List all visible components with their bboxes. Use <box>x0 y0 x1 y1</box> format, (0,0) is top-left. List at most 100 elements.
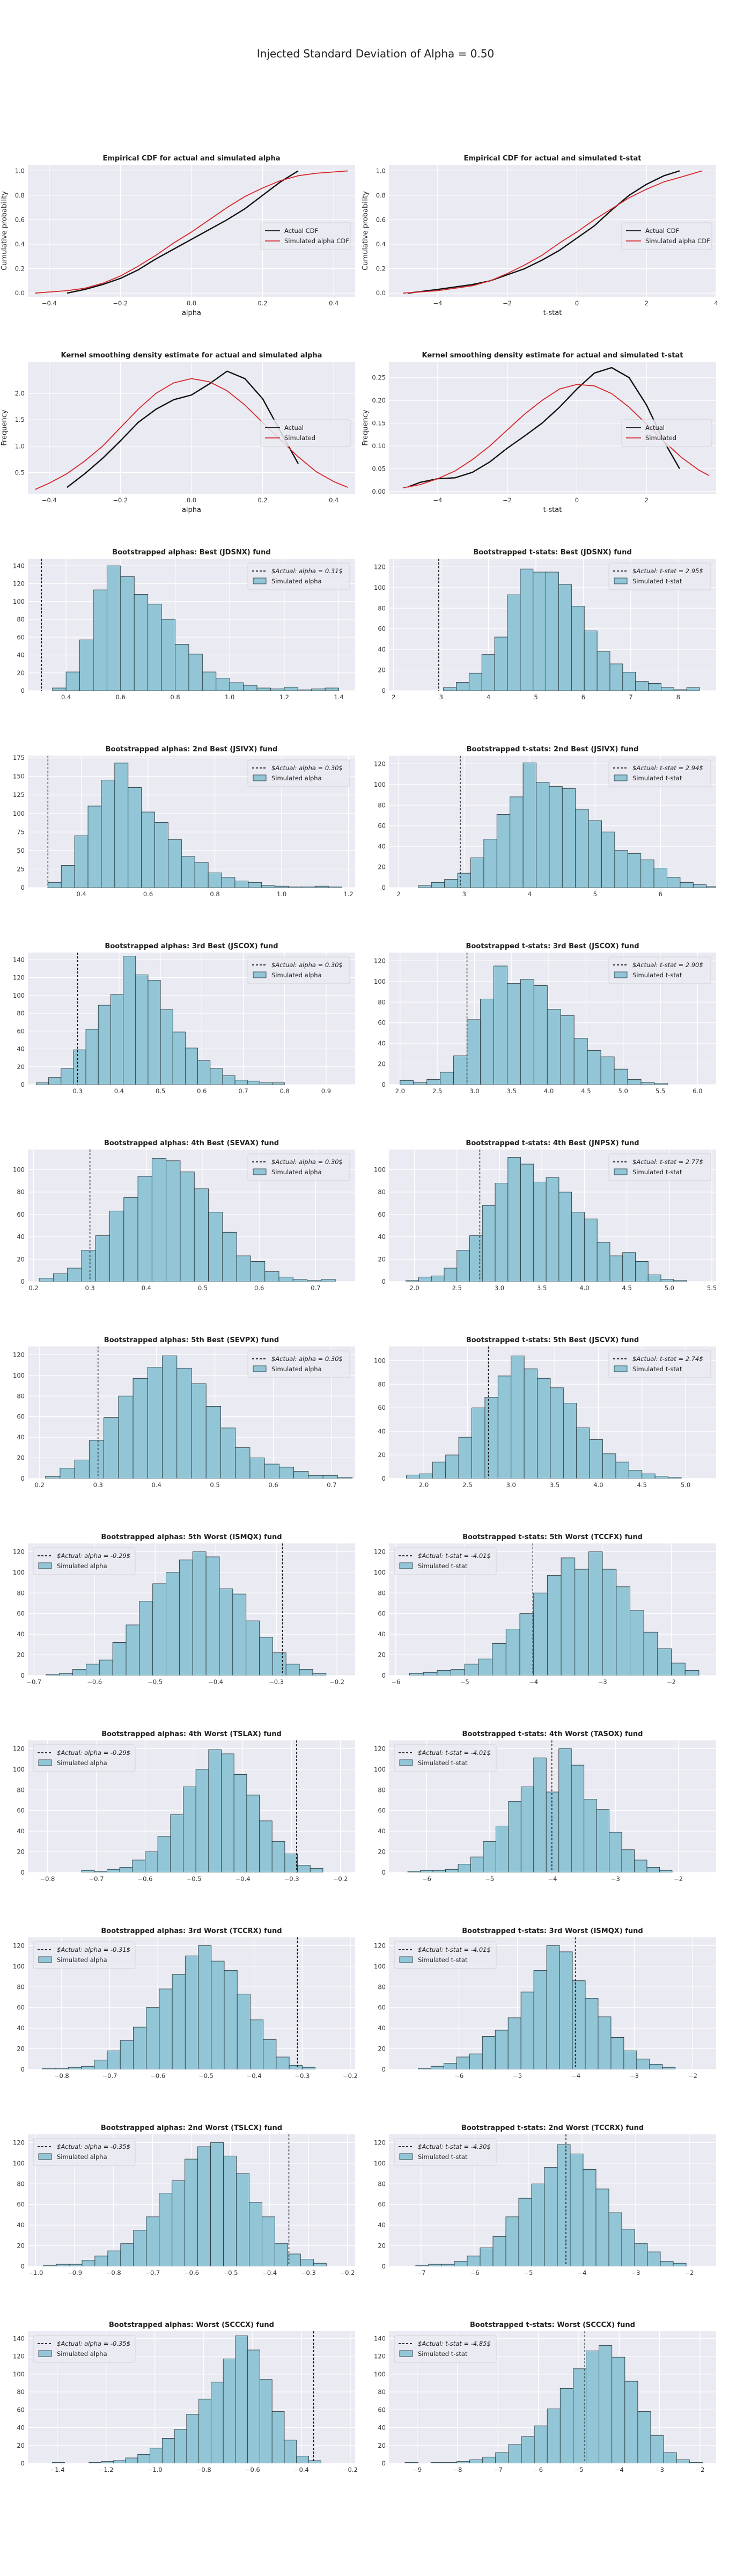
histogram-bar <box>547 2409 561 2463</box>
histogram-bar <box>561 1557 576 1675</box>
chart-title: Bootstrapped t-stats: 5th Worst (TCCFX) … <box>462 1533 643 1541</box>
histogram-bar <box>45 1476 61 1479</box>
histogram-bar <box>627 1079 642 1085</box>
y-tick-label: 100 <box>13 2370 25 2378</box>
histogram-bar <box>469 2459 483 2463</box>
x-tick-label: 3.0 <box>469 1087 479 1095</box>
histogram-bar <box>467 2256 481 2266</box>
histogram-bar <box>612 2357 625 2463</box>
chart-title: Bootstrapped alphas: 4th Best (SEVAX) fu… <box>104 1139 279 1147</box>
histogram-bar <box>497 1375 512 1479</box>
y-tick-label: 0 <box>21 2263 25 2270</box>
histogram-bar <box>418 1277 432 1282</box>
histogram-bar <box>647 1275 661 1282</box>
x-tick-label: 2.5 <box>432 1087 442 1095</box>
x-tick-label: 0.8 <box>210 890 219 898</box>
histogram-bar <box>313 2263 327 2266</box>
x-tick-label: 3.5 <box>537 1284 547 1292</box>
x-tick-label: −3 <box>655 2466 664 2473</box>
legend-swatch <box>38 2153 52 2160</box>
histogram-bar <box>673 1280 687 1282</box>
plot-area <box>47 756 342 888</box>
panel-kde-tstat: −4 −2 0 2 0.00 0.05 0.10 0.15 0.20 0.25 Kernel smo… <box>362 352 716 514</box>
x-tick-label: −4 <box>578 2269 587 2277</box>
histogram-bar <box>571 1212 585 1282</box>
legend-box <box>608 1350 711 1378</box>
y-tick-label: 40 <box>17 2424 25 2432</box>
histogram-bar <box>600 1056 615 1085</box>
x-tick-label: −0.7 <box>26 1678 41 1686</box>
x-tick-label: −6 <box>534 2466 543 2473</box>
histogram-bar <box>285 1664 300 1675</box>
histogram-bar <box>297 689 312 691</box>
plot-area <box>41 559 339 691</box>
chart-title: Bootstrapped alphas: 2nd Worst (TSLCX) f… <box>101 2124 282 2132</box>
histogram-bar <box>297 1865 311 1872</box>
histogram-bar <box>640 1082 655 1085</box>
x-tick-label: −0.5 <box>198 2072 213 2080</box>
legend: $Actual: alpha = 0.30$ Simulated alpha <box>247 1153 350 1181</box>
histogram-bar <box>469 1235 483 1282</box>
histogram-bar <box>560 1015 575 1085</box>
legend: $Actual: alpha = -0.35$ Simulated alpha <box>33 2335 136 2363</box>
panel-h-t-worst3: −6 −5 −4 −3 −2 0 20 40 60 80 100 120 Bootstrapped t-… <box>374 1927 716 2080</box>
legend-label: Simulated alpha <box>57 1956 107 1964</box>
y-tick-label: 20 <box>17 1848 25 1856</box>
histogram-bar <box>571 605 585 691</box>
histogram-bar <box>52 687 67 691</box>
histogram-bar <box>160 1009 173 1085</box>
histogram-bar <box>260 2379 273 2463</box>
legend-label: Simulated alpha <box>57 2153 107 2161</box>
plot-area <box>46 1543 327 1675</box>
histogram-bar <box>107 1869 120 1872</box>
legend-box <box>247 759 350 787</box>
histogram-bar <box>296 2456 309 2463</box>
panel-h-t-best3: 2.0 2.5 3.0 3.5 4.0 4.5 5.0 5.5 6.0 0 20 40 60 80 100 1… <box>374 942 716 1095</box>
legend-swatch <box>253 1168 267 1175</box>
series-line-2 <box>34 378 349 490</box>
histogram-bar <box>69 2264 83 2266</box>
x-tick-label: −0.2 <box>333 1875 348 1883</box>
histogram-bar <box>186 2414 200 2463</box>
y-tick-label: 100 <box>374 1166 386 1174</box>
y-tick-label: 40 <box>17 1233 25 1241</box>
histogram-bar <box>208 1212 223 1282</box>
histogram-bar <box>211 1960 225 2069</box>
panel-h-a-worst2: −1.0 −0.9 −0.8 −0.7 −0.6 −0.5 −0.4 −0.3 −0.2 0 20 4… <box>13 2124 355 2277</box>
x-tick-label: 0.0 <box>187 299 196 307</box>
histogram-bar <box>628 1470 643 1479</box>
x-tick-label: 6 <box>581 693 585 701</box>
histogram-bar <box>570 2154 584 2266</box>
histogram-bar <box>43 2265 57 2266</box>
x-tick-label: 5.0 <box>619 1087 628 1095</box>
histogram-bar <box>271 2411 285 2463</box>
x-tick-label: −9 <box>413 2466 422 2473</box>
histogram-bar <box>197 2146 211 2266</box>
y-tick-label: 20 <box>17 669 25 677</box>
y-tick-label: 60 <box>17 1610 25 1618</box>
y-tick-label: 0.25 <box>372 374 386 382</box>
y-tick-label: 0.5 <box>15 469 25 477</box>
histogram-bar <box>453 1055 468 1085</box>
y-tick-label: 25 <box>17 865 25 873</box>
chart-title: Bootstrapped alphas: Best (JDSNX) fund <box>112 548 270 557</box>
legend-label: Simulated alpha <box>271 1365 322 1373</box>
histogram-bar <box>602 1453 616 1479</box>
x-tick-label: 0.6 <box>143 890 153 898</box>
histogram-bar <box>457 2461 470 2463</box>
histogram-bar <box>112 1642 127 1675</box>
histogram-bar <box>256 687 271 691</box>
y-tick-label: 100 <box>13 810 25 817</box>
y-tick-label: 80 <box>378 998 386 1006</box>
y-tick-label: 20 <box>378 1255 386 1263</box>
y-tick-label: 2.0 <box>15 390 25 397</box>
histogram-bar <box>259 1637 273 1675</box>
x-tick-label: 0.2 <box>257 496 267 504</box>
histogram-bar <box>520 1992 534 2069</box>
histogram-bar <box>660 1279 674 1282</box>
histogram-bar <box>235 1447 251 1479</box>
legend-label: $Actual: t-stat = 2.94$ <box>632 764 703 772</box>
x-tick-label: −6 <box>391 1678 400 1686</box>
histogram-bar <box>657 1648 672 1675</box>
histogram-bar <box>445 1454 459 1479</box>
